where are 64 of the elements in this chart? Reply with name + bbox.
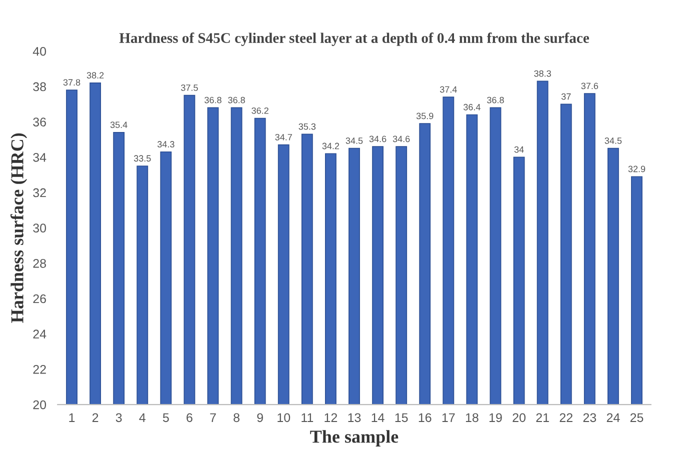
- x-tick-label: 25: [630, 413, 644, 422]
- data-label: 32.9: [628, 166, 646, 172]
- x-tick-label: 9: [257, 413, 263, 422]
- y-tick-label: 28: [33, 258, 46, 268]
- data-label: 35.4: [110, 122, 128, 128]
- y-tick-label: 40: [32, 46, 46, 56]
- data-label: 36.4: [464, 104, 480, 110]
- y-tick-label: 26: [33, 294, 46, 304]
- data-label: 36.8: [204, 96, 222, 104]
- x-tick-label: 14: [372, 413, 384, 422]
- data-label: 38.2: [86, 72, 104, 79]
- x-tick-label: 2: [92, 413, 98, 422]
- x-tick-label: 5: [162, 413, 169, 422]
- chart-title: Hardness of S45C cylinder steel layer at a depth of 0.4 mm from the surface: [119, 32, 590, 46]
- x-tick-label: 18: [466, 413, 478, 422]
- x-tick-label: 1: [69, 413, 75, 422]
- data-label: 37: [561, 93, 571, 100]
- y-tick-label: 36: [33, 118, 46, 126]
- y-tick-label: 30: [33, 224, 46, 232]
- x-tick-label: 7: [210, 413, 216, 422]
- x-tick-label: 10: [278, 413, 290, 422]
- x-tick-label: 22: [560, 413, 572, 422]
- data-label: 37.4: [440, 86, 457, 93]
- y-tick-label: 20: [33, 400, 46, 410]
- y-tick-label: 24: [33, 330, 46, 338]
- y-tick-label: 34: [33, 152, 46, 162]
- data-label: 38.3: [534, 70, 551, 77]
- x-tick-label: 24: [606, 413, 620, 422]
- data-label: 36.8: [228, 96, 245, 104]
- x-tick-label: 20: [512, 413, 526, 422]
- data-label: 34.5: [604, 138, 622, 144]
- x-tick-label: 15: [395, 413, 408, 422]
- data-label: 35.9: [416, 112, 434, 120]
- data-label: 34.5: [346, 138, 363, 144]
- x-tick-label: 19: [490, 413, 502, 422]
- data-label: 34: [514, 146, 524, 153]
- x-tick-label: 3: [116, 413, 122, 422]
- x-tick-label: 23: [583, 413, 596, 422]
- x-tick-label: 13: [348, 413, 361, 422]
- y-tick-label: 22: [33, 365, 46, 374]
- y-tick-label: 38: [33, 82, 46, 92]
- data-label: 34.2: [322, 142, 340, 150]
- data-label: 35.3: [298, 123, 316, 130]
- x-tick-label: 4: [139, 413, 146, 422]
- x-tick-label: 12: [324, 413, 338, 422]
- data-label: 37.8: [63, 79, 80, 86]
- y-axis-title: Hardness surface (HRC): [10, 133, 28, 323]
- x-axis-title: The sample: [310, 430, 398, 446]
- data-label: 34.7: [275, 134, 292, 140]
- x-tick-label: 21: [536, 413, 549, 422]
- x-tick-label: 17: [442, 413, 455, 422]
- y-tick-label: 32: [33, 188, 46, 198]
- x-tick-label: 11: [302, 413, 314, 422]
- data-label: 34.6: [369, 136, 386, 142]
- x-tick-label: 8: [234, 413, 240, 422]
- data-label: 33.5: [134, 155, 151, 162]
- data-label: 37.5: [181, 84, 198, 91]
- data-label: 37.6: [581, 82, 598, 90]
- x-tick-label: 6: [186, 413, 192, 422]
- data-label: 36.2: [252, 107, 268, 114]
- data-label: 36.8: [487, 96, 504, 104]
- data-label: 34.6: [392, 136, 410, 142]
- data-label: 34.3: [157, 141, 174, 148]
- x-tick-label: 16: [418, 413, 432, 422]
